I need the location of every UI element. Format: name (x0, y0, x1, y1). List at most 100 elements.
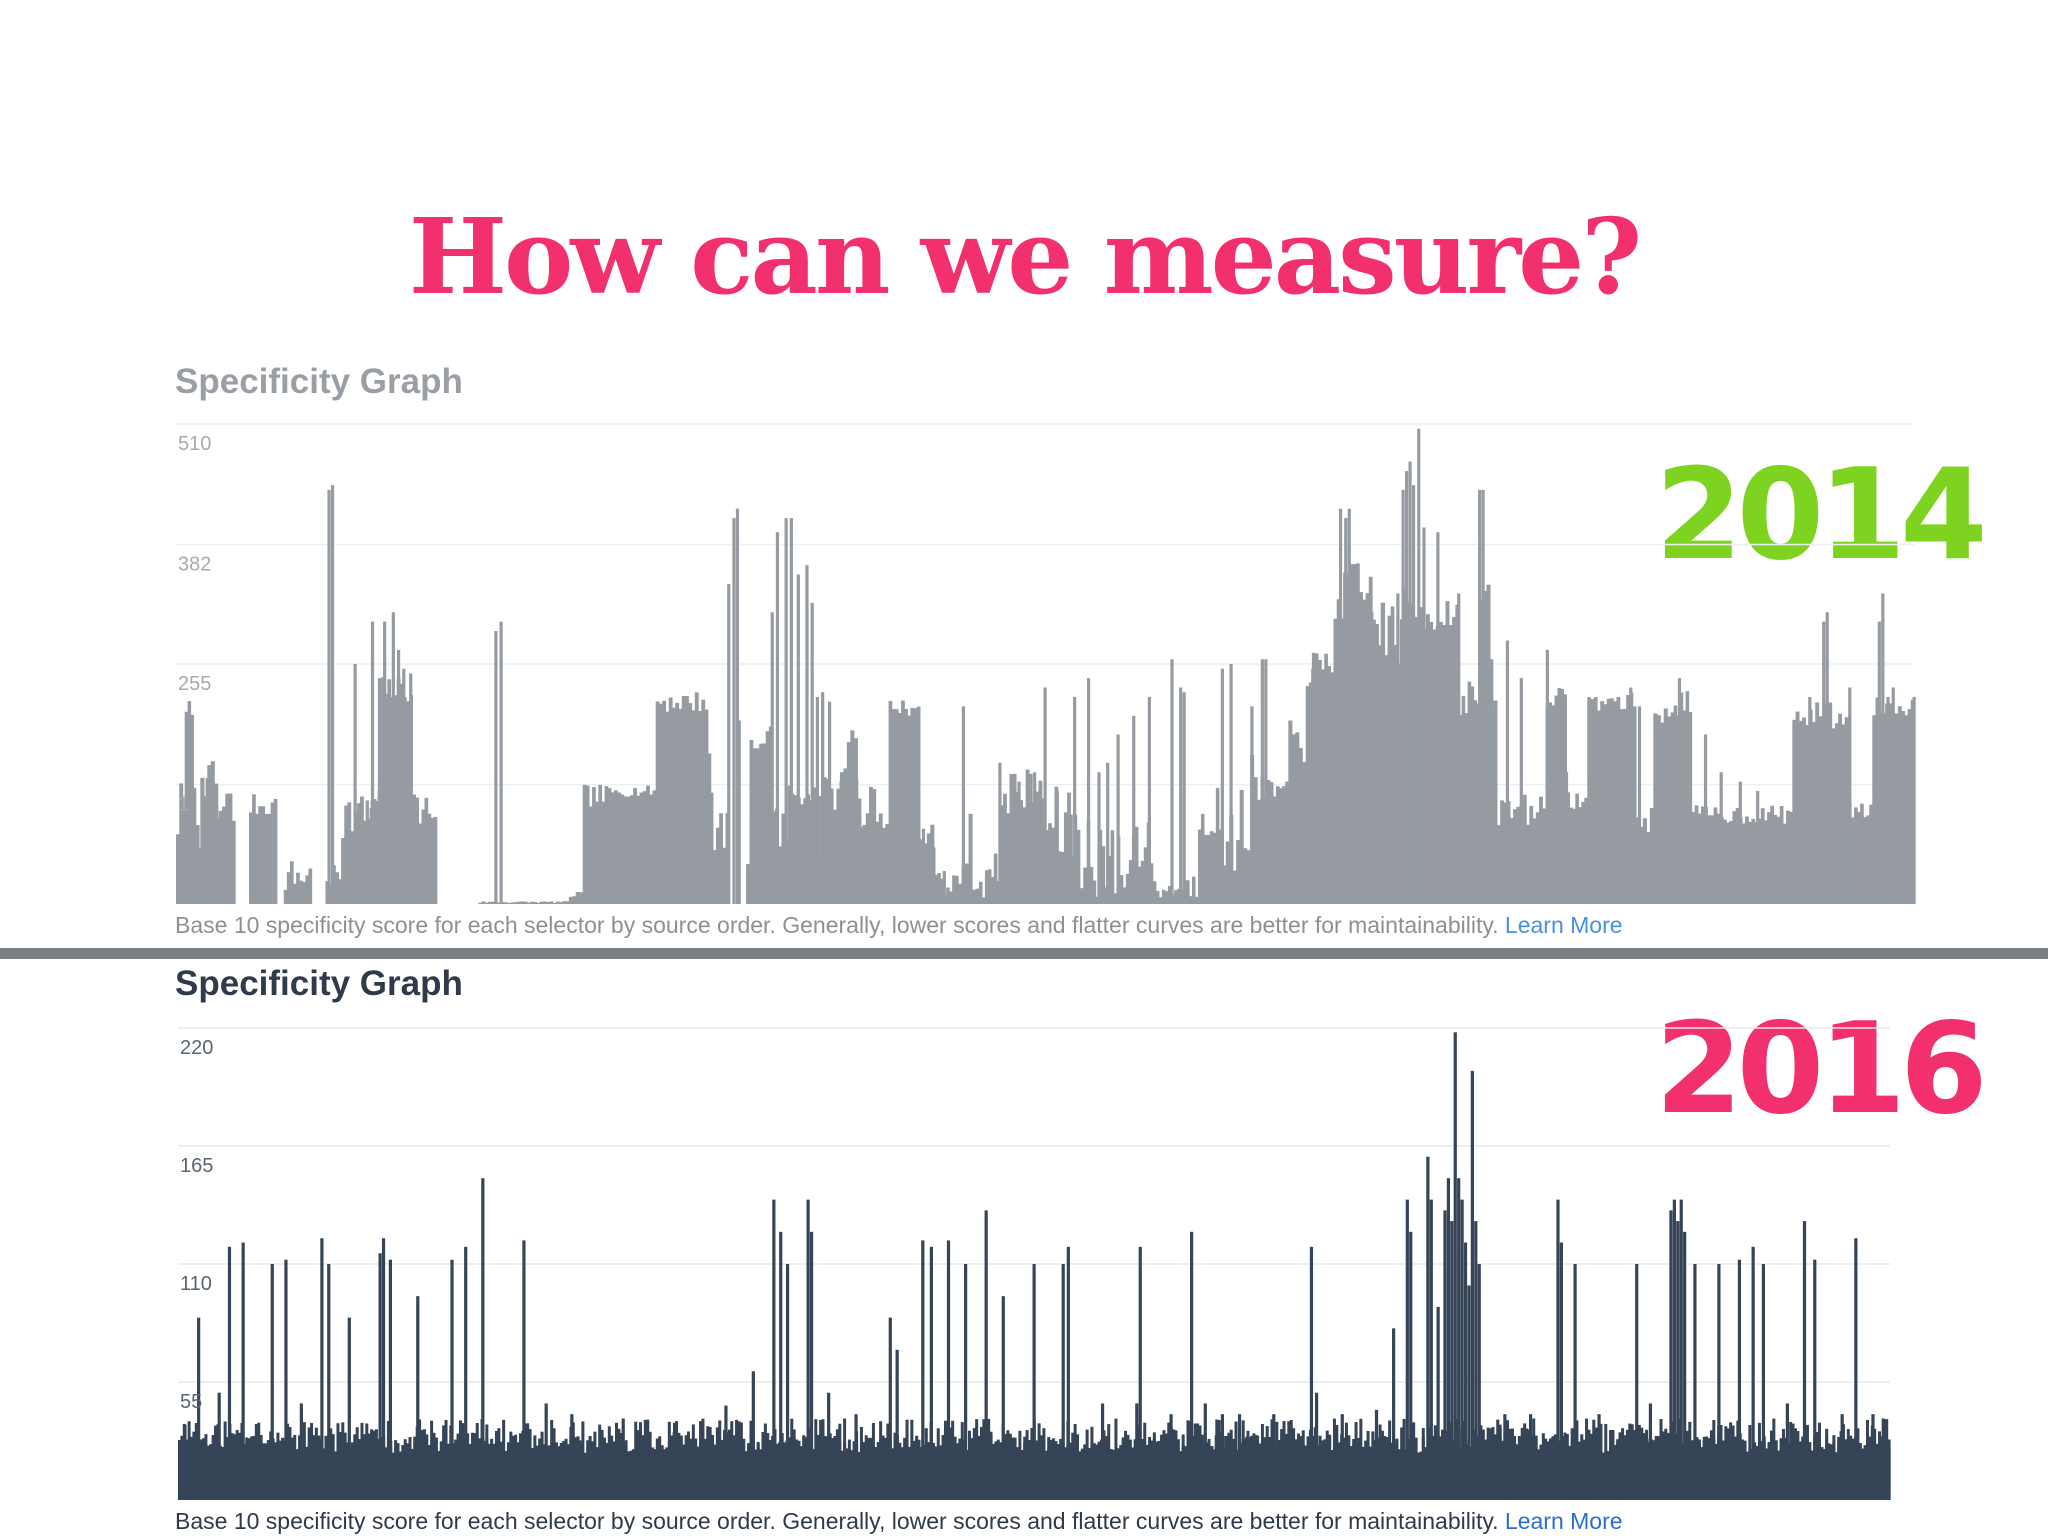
data-bar (1491, 1444, 1495, 1500)
data-bar (559, 902, 563, 904)
data-bar (1633, 1454, 1637, 1500)
data-bar (670, 1435, 674, 1500)
data-bar (1189, 896, 1193, 904)
data-spike (409, 673, 413, 904)
data-bar (639, 1422, 643, 1500)
data-bar (982, 1419, 986, 1500)
data-bar (620, 794, 625, 904)
data-spike (570, 1414, 574, 1500)
data-bar (401, 1445, 405, 1500)
data-spike (1457, 1178, 1461, 1500)
data-bar (1085, 1429, 1089, 1500)
data-bar (1653, 713, 1658, 904)
data-bar (513, 902, 518, 904)
data-bar (308, 868, 313, 904)
data-spike (672, 1422, 677, 1500)
data-bar (1385, 1444, 1389, 1500)
data-bar (1885, 1419, 1889, 1500)
data-spike (1559, 1242, 1563, 1500)
data-bar (264, 814, 269, 904)
data-bar (1666, 1432, 1670, 1500)
data-bar (1541, 1433, 1545, 1500)
data-bar (675, 1421, 679, 1500)
data-bar (1498, 1428, 1502, 1500)
data-bar (1052, 1438, 1056, 1500)
data-bar (1101, 846, 1106, 904)
data-bar (1291, 734, 1296, 904)
data-bar (653, 1449, 657, 1500)
data-bar (1364, 1440, 1368, 1500)
data-bar (261, 1472, 265, 1500)
data-spike (1683, 1231, 1687, 1500)
data-bar (1572, 808, 1576, 904)
data-bar (1529, 805, 1534, 904)
data-spike (327, 1264, 331, 1500)
data-bar (1335, 1425, 1339, 1500)
data-bar (1302, 762, 1307, 904)
data-bar (713, 859, 718, 904)
data-bar (258, 806, 262, 904)
data-bar (931, 1442, 935, 1500)
data-bar (1589, 1433, 1593, 1500)
data-bar (595, 801, 599, 904)
data-bar (987, 869, 992, 904)
data-bar (1281, 1456, 1285, 1500)
data-bar (1781, 1429, 1785, 1500)
data-bar (1176, 1439, 1180, 1500)
learn-more-link[interactable]: Learn More (1504, 1508, 1623, 1534)
data-bar (1006, 1430, 1010, 1500)
data-spike (1785, 1403, 1789, 1500)
data-spike (727, 584, 731, 904)
data-bar (1844, 1439, 1848, 1500)
data-bar (1623, 1460, 1627, 1500)
data-bar (1522, 794, 1527, 904)
data-bar (1802, 717, 1807, 904)
data-bar (317, 1435, 321, 1500)
data-bar (993, 853, 998, 904)
data-bar (1228, 1456, 1232, 1500)
data-bar (1020, 1450, 1024, 1500)
data-bar (350, 831, 355, 904)
data-bar (494, 1430, 498, 1500)
data-bar (1875, 1443, 1879, 1500)
data-bar (651, 1447, 655, 1500)
data-bar (879, 1421, 883, 1500)
data-bar (1700, 1451, 1704, 1500)
data-bar (528, 1429, 532, 1500)
data-bar (475, 1423, 479, 1500)
data-bar (1801, 1443, 1805, 1500)
data-bar (478, 1441, 482, 1500)
data-bar (1769, 1430, 1773, 1500)
data-bar (755, 893, 759, 904)
data-spike (732, 518, 736, 904)
data-spike (1467, 1285, 1471, 1500)
data-spike (1505, 640, 1510, 904)
data-bar (1419, 607, 1424, 904)
data-bar (1051, 827, 1056, 904)
data-bar (677, 1432, 681, 1500)
data-bar (1618, 1432, 1622, 1500)
data-spike (1392, 1328, 1396, 1500)
data-bar (775, 1443, 779, 1500)
data-spike (391, 612, 395, 904)
data-bar (1464, 712, 1469, 904)
data-spike (796, 574, 800, 904)
data-bar (1542, 808, 1547, 904)
data-bar (1359, 592, 1363, 904)
data-bar (542, 901, 547, 904)
learn-more-link[interactable]: Learn More (1504, 912, 1623, 938)
data-bar (1114, 1418, 1118, 1500)
chart-2014-title: Specificity Graph (175, 362, 463, 401)
data-bar (1333, 618, 1338, 904)
data-bar (1107, 1424, 1111, 1500)
data-bar (1535, 812, 1540, 904)
data-bar (1112, 1449, 1116, 1500)
data-bar (652, 790, 657, 904)
data-bar (238, 1432, 242, 1500)
data-bar (832, 809, 838, 904)
data-spike (481, 1178, 485, 1500)
data-bar (1233, 1442, 1237, 1500)
data-bar (800, 804, 804, 904)
data-bar (700, 830, 704, 904)
data-bar (418, 1419, 422, 1500)
